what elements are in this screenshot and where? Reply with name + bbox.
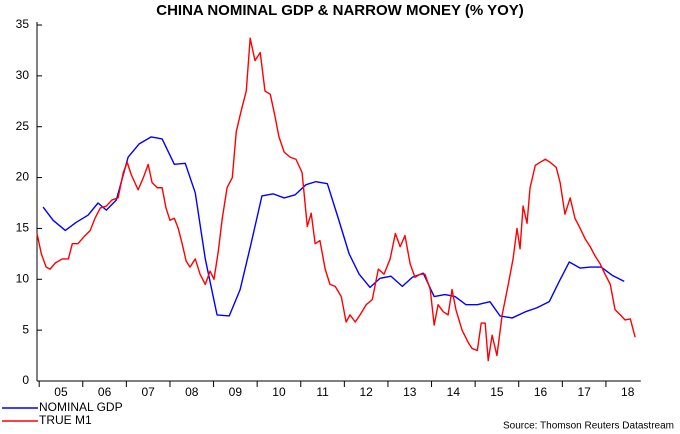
x-tick-label: 16	[534, 385, 548, 399]
y-tick-label: 35	[16, 17, 30, 31]
y-tick-label: 30	[16, 68, 30, 82]
y-tick-label: 10	[16, 271, 30, 285]
legend-label: NOMINAL GDP	[39, 400, 123, 414]
x-tick-label: 12	[359, 385, 373, 399]
x-tick-label: 18	[621, 385, 635, 399]
source-note: Source: Thomson Reuters Datastream	[503, 421, 674, 432]
y-tick-label: 5	[22, 322, 29, 336]
y-tick-label: 25	[16, 119, 30, 133]
chart-title: CHINA NOMINAL GDP & NARROW MONEY (% YOY)	[156, 2, 524, 19]
x-tick-label: 09	[229, 385, 243, 399]
legend-label: TRUE M1	[39, 413, 92, 427]
x-tick-label: 11	[316, 385, 329, 399]
y-tick-label: 15	[16, 221, 30, 235]
x-tick-label: 10	[272, 385, 286, 399]
x-tick-label: 08	[185, 385, 199, 399]
x-tick-label: 06	[98, 385, 112, 399]
y-tick-label: 0	[22, 373, 29, 387]
x-tick-label: 13	[403, 385, 417, 399]
x-tick-label: 07	[141, 385, 155, 399]
series-line	[36, 37, 636, 362]
x-tick-label: 14	[447, 385, 461, 399]
series-line	[42, 136, 625, 319]
x-tick-label: 15	[490, 385, 504, 399]
y-tick-label: 20	[16, 170, 30, 184]
x-tick-label: 05	[54, 385, 68, 399]
x-tick-label: 17	[577, 385, 591, 399]
